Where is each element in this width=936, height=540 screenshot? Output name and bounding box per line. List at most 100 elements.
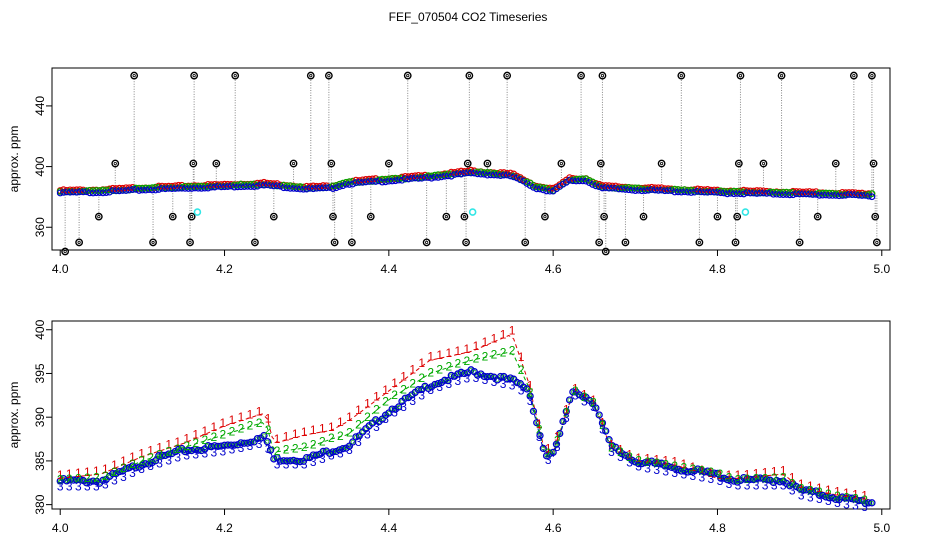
data-point <box>723 476 731 484</box>
outlier-point-inner <box>597 240 601 245</box>
data-point <box>217 442 225 450</box>
outlier-point-inner <box>543 215 547 219</box>
series-marker: 3 <box>834 496 841 510</box>
outlier-point <box>231 71 240 80</box>
series-marker: 1 <box>93 464 100 478</box>
series-marker: 3 <box>852 499 859 513</box>
data-point <box>549 448 557 457</box>
data-point <box>490 171 498 179</box>
data-point <box>838 493 846 501</box>
outlier-point <box>61 247 70 256</box>
series-marker: 1 <box>455 344 462 358</box>
series-marker: 3 <box>84 479 91 493</box>
series-marker: 2 <box>816 485 823 499</box>
data-point <box>677 186 685 194</box>
data-point <box>326 184 334 191</box>
data-point-inner <box>386 411 391 415</box>
outlier-point <box>75 238 84 247</box>
outlier-point <box>324 71 333 80</box>
series-marker: 2 <box>554 433 561 447</box>
series-marker: 2 <box>373 402 380 416</box>
series-marker: 3 <box>238 441 245 455</box>
outlier-point <box>733 212 742 221</box>
data-point <box>323 182 330 190</box>
data-point <box>421 173 429 181</box>
outlier-point <box>759 159 768 168</box>
data-point <box>414 386 423 394</box>
data-point <box>401 394 409 402</box>
data-point <box>323 184 330 192</box>
data-point <box>674 188 682 196</box>
outlier-point-inner <box>192 73 196 78</box>
flag-point <box>741 208 750 216</box>
data-point <box>549 184 557 192</box>
series-marker: 1 <box>111 458 118 472</box>
data-point <box>802 486 810 494</box>
data-point <box>424 174 432 181</box>
outlier-point <box>189 159 198 168</box>
data-point <box>766 189 774 197</box>
outlier-point-inner <box>63 249 67 254</box>
series-marker: 3 <box>256 437 263 451</box>
data-point <box>201 184 209 192</box>
outlier-point-inner <box>798 240 802 245</box>
data-point <box>145 186 153 194</box>
data-point-inner <box>534 420 539 425</box>
outlier-point <box>168 212 177 221</box>
data-point-inner <box>551 450 556 455</box>
series-marker: 2 <box>762 471 769 485</box>
series-marker: 3 <box>717 474 724 488</box>
outlier-point <box>639 212 648 221</box>
data-point <box>191 445 199 454</box>
data-point <box>329 448 337 456</box>
series-marker: 1 <box>482 335 489 349</box>
data-point <box>510 173 518 181</box>
outlier-point-inner <box>272 215 276 219</box>
data-point <box>710 469 718 477</box>
series-marker: 2 <box>671 459 678 473</box>
data-point <box>339 179 347 187</box>
data-point <box>668 187 675 194</box>
series-marker: 3 <box>689 469 696 483</box>
outlier-point-inner <box>761 161 766 166</box>
data-point <box>513 174 521 182</box>
y-tick-label: 380 <box>33 494 47 514</box>
outlier-point <box>731 238 740 247</box>
data-point <box>589 181 596 188</box>
data-point <box>142 460 150 468</box>
outlier-point-inner <box>715 215 720 219</box>
data-point <box>566 176 573 184</box>
outlier-point <box>347 238 356 247</box>
data-point <box>536 185 544 193</box>
x-tick-label: 5.0 <box>873 262 890 276</box>
outlier-point <box>149 238 157 247</box>
series-marker: 3 <box>635 460 642 474</box>
series-marker: 2 <box>201 433 208 447</box>
series-marker: 3 <box>726 477 733 491</box>
outlier-point-inner <box>679 73 683 78</box>
series-marker: 1 <box>301 425 308 439</box>
data-point <box>815 491 823 499</box>
data-point <box>835 190 843 198</box>
series-marker: 2 <box>455 357 462 371</box>
outlier-point-inner <box>875 240 879 245</box>
series-marker: 3 <box>229 443 236 457</box>
series-marker: 3 <box>816 492 823 506</box>
data-point <box>132 185 140 193</box>
outlier-point <box>601 247 610 256</box>
data-point <box>211 180 219 188</box>
outlier-point-inner <box>604 249 608 254</box>
data-point <box>572 177 580 185</box>
outlier-point-inner <box>309 73 313 78</box>
data-point <box>648 186 656 193</box>
outlier-point-inner <box>77 240 81 245</box>
series-marker: 3 <box>147 459 154 473</box>
outlier-point-inner <box>369 215 373 219</box>
data-point <box>822 191 830 199</box>
series-marker: 3 <box>608 445 615 459</box>
data-point <box>687 467 695 476</box>
data-point <box>372 178 380 185</box>
data-point <box>506 374 515 382</box>
data-point <box>336 180 343 188</box>
